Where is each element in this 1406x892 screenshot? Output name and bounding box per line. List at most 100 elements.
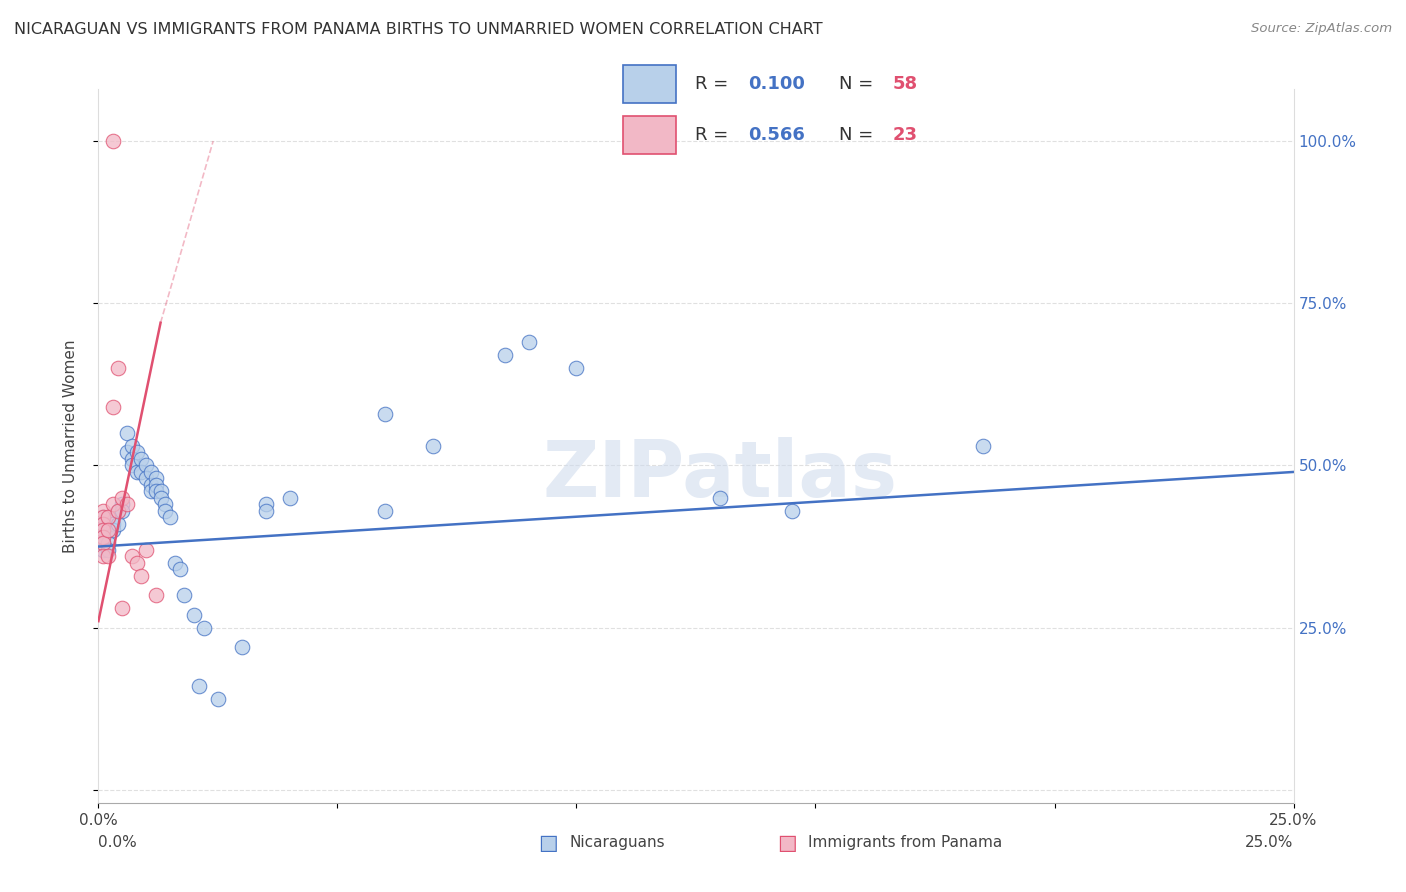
Point (111, 497, 134, 511)
Point (97, 536, 120, 550)
Point (101, 134, 124, 148)
Point (97, 510, 120, 524)
Point (374, 504, 396, 518)
Point (207, 692, 229, 706)
Point (422, 439, 444, 453)
Point (111, 504, 134, 518)
Text: 25.0%: 25.0% (1246, 836, 1294, 850)
Point (494, 348, 516, 362)
Point (91, 510, 114, 524)
Text: 0.566: 0.566 (748, 126, 806, 144)
Point (125, 465, 148, 479)
Point (135, 542, 157, 557)
Point (145, 588, 167, 602)
Text: N =: N = (839, 126, 879, 144)
Text: R =: R = (695, 126, 734, 144)
Point (131, 465, 153, 479)
Point (159, 510, 181, 524)
Point (91, 504, 114, 518)
Point (374, 407, 396, 421)
Point (101, 524, 124, 538)
Point (254, 497, 277, 511)
Point (91, 524, 114, 538)
Text: 58: 58 (893, 75, 918, 93)
Point (135, 458, 157, 473)
Point (97, 510, 120, 524)
FancyBboxPatch shape (623, 65, 676, 103)
Text: R =: R = (695, 75, 734, 93)
Text: ■: ■ (538, 833, 558, 853)
Text: □: □ (778, 833, 797, 853)
Point (254, 504, 277, 518)
Point (121, 458, 143, 473)
Point (135, 471, 157, 485)
Text: Immigrants from Panama: Immigrants from Panama (808, 836, 1002, 850)
Point (125, 556, 148, 570)
Point (101, 516, 124, 531)
Point (97, 524, 120, 538)
Text: 0.100: 0.100 (748, 75, 806, 93)
Point (111, 491, 134, 505)
Point (121, 439, 143, 453)
Text: ZIPatlas: ZIPatlas (543, 436, 897, 513)
Text: Nicaraguans: Nicaraguans (569, 836, 665, 850)
Point (565, 361, 588, 376)
Point (709, 491, 731, 505)
Point (169, 562, 191, 576)
FancyBboxPatch shape (623, 116, 676, 154)
Point (173, 588, 195, 602)
Point (145, 478, 167, 492)
Point (121, 452, 143, 467)
Point (107, 504, 129, 518)
Point (107, 516, 129, 531)
Text: ■: ■ (778, 833, 797, 853)
Point (155, 504, 177, 518)
Point (115, 497, 138, 511)
Y-axis label: Births to Unmarried Women: Births to Unmarried Women (63, 339, 77, 553)
Point (278, 491, 301, 505)
Point (780, 504, 803, 518)
Point (101, 400, 124, 414)
Point (149, 484, 172, 499)
Point (145, 484, 167, 499)
Point (107, 361, 129, 376)
Point (91, 516, 114, 531)
Point (91, 549, 114, 564)
Point (97, 524, 120, 538)
Point (91, 530, 114, 544)
Point (193, 621, 215, 635)
Text: 0.0%: 0.0% (98, 836, 138, 850)
Point (121, 549, 143, 564)
Point (139, 478, 162, 492)
Point (131, 568, 153, 582)
Point (91, 542, 114, 557)
Point (91, 510, 114, 524)
Point (155, 497, 177, 511)
Point (163, 556, 186, 570)
Point (115, 425, 138, 440)
Point (131, 452, 153, 467)
Text: NICARAGUAN VS IMMIGRANTS FROM PANAMA BIRTHS TO UNMARRIED WOMEN CORRELATION CHART: NICARAGUAN VS IMMIGRANTS FROM PANAMA BIR… (14, 22, 823, 37)
Point (139, 465, 162, 479)
Point (91, 516, 114, 531)
Point (149, 491, 172, 505)
Point (111, 601, 134, 615)
Point (97, 549, 120, 564)
Point (125, 445, 148, 459)
Text: Source: ZipAtlas.com: Source: ZipAtlas.com (1251, 22, 1392, 36)
Text: N =: N = (839, 75, 879, 93)
Point (91, 536, 114, 550)
Text: □: □ (538, 833, 558, 853)
Point (115, 445, 138, 459)
Point (517, 335, 540, 350)
Text: 23: 23 (893, 126, 918, 144)
Point (187, 679, 209, 693)
Point (91, 524, 114, 538)
Point (101, 497, 124, 511)
Point (231, 640, 253, 654)
Point (183, 607, 205, 622)
Point (97, 542, 120, 557)
Point (91, 530, 114, 544)
Point (145, 471, 167, 485)
Point (107, 504, 129, 518)
